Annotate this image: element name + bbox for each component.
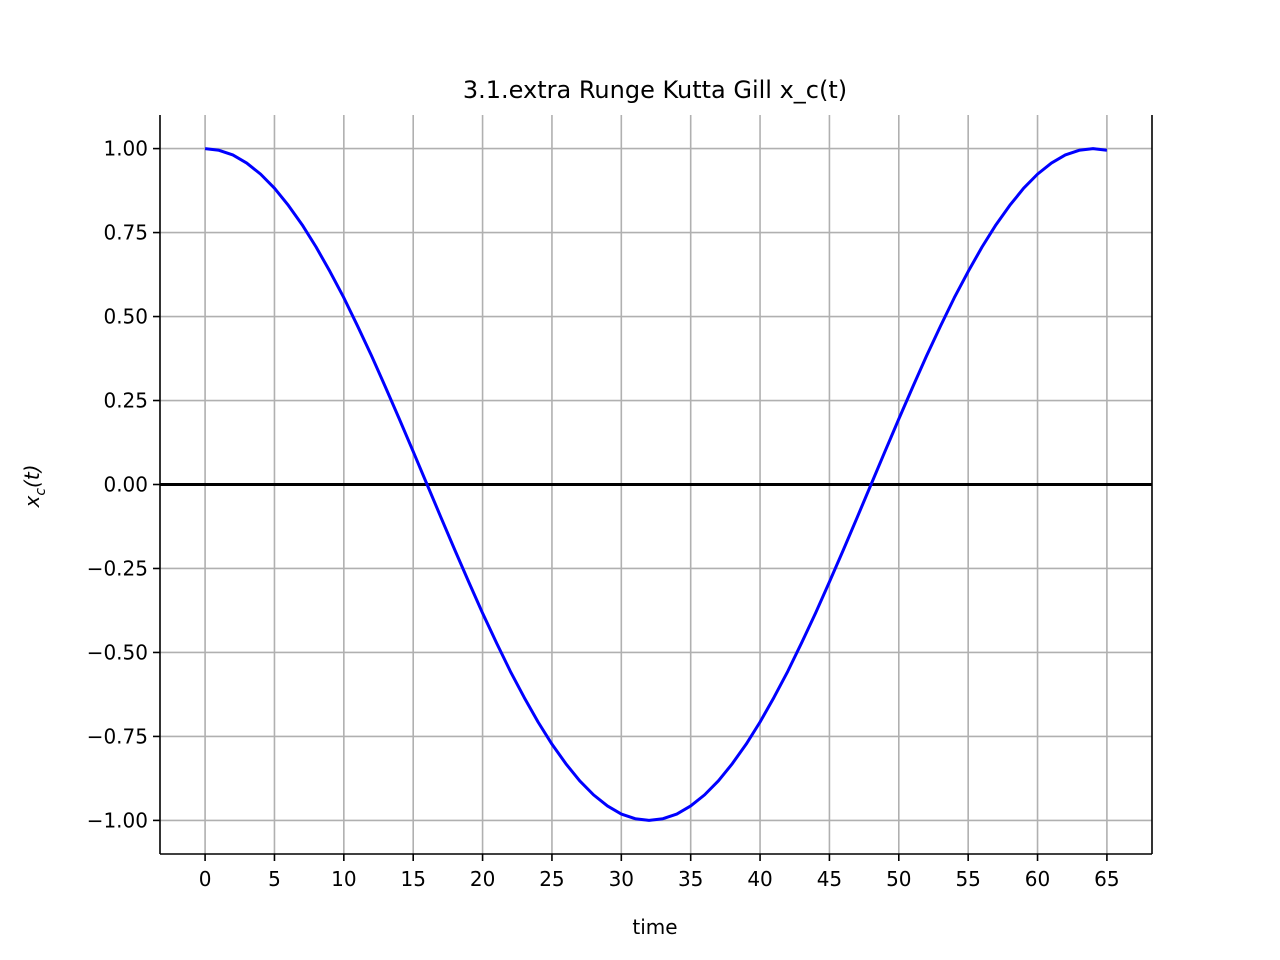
x-tick-label: 65: [1094, 867, 1119, 891]
x-tick-label: 35: [678, 867, 703, 891]
y-axis-title-base: x: [20, 496, 44, 509]
y-axis-title: xc(t): [20, 465, 49, 509]
x-tick-label: 60: [1025, 867, 1050, 891]
y-tick-label: 0.50: [103, 305, 148, 329]
y-tick-label: 0.25: [103, 389, 148, 413]
y-tick-label: 0.00: [103, 473, 148, 497]
x-tick-label: 10: [331, 867, 356, 891]
chart-title: 3.1.extra Runge Kutta Gill x_c(t): [463, 76, 847, 104]
y-axis-title-suffix: (t): [20, 465, 44, 488]
x-tick-label: 30: [609, 867, 634, 891]
y-tick-label: 1.00: [103, 137, 148, 161]
series-layer: [204, 147, 1108, 822]
x-tick-label: 20: [470, 867, 495, 891]
y-tick-label: −0.25: [87, 556, 148, 580]
x-tick-label: 25: [539, 867, 564, 891]
series-line-0: [204, 147, 1108, 822]
y-tick-label: −1.00: [87, 808, 148, 832]
y-axis-ticks: 1.00 0.75 0.50 0.25 0.00 −0.25 −0.50 −0.75 −1.00: [87, 137, 160, 832]
x-tick-label: 5: [268, 867, 281, 891]
y-tick-label: −0.50: [87, 640, 148, 664]
x-tick-label: 15: [400, 867, 425, 891]
x-tick-label: 0: [199, 867, 212, 891]
x-tick-label: 45: [817, 867, 842, 891]
y-axis-title-subscript: c: [33, 488, 49, 496]
x-tick-label: 50: [886, 867, 911, 891]
x-tick-label: 55: [955, 867, 980, 891]
y-tick-label: 0.75: [103, 221, 148, 245]
y-tick-label: −0.75: [87, 724, 148, 748]
x-axis-ticks: 0 5 10 15 20 25 30 35 40 45 50 55 60 65: [199, 854, 1120, 891]
x-tick-label: 40: [747, 867, 772, 891]
x-axis-title: time: [632, 915, 677, 939]
